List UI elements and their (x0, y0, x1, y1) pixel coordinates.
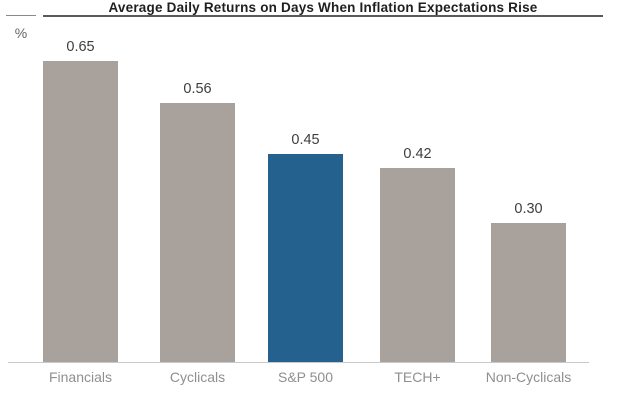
category-label-non-cyclicals: Non-Cyclicals (485, 369, 572, 385)
x-axis-baseline (8, 362, 589, 363)
bar-tech (380, 168, 455, 362)
bar-cyclicals (160, 103, 235, 362)
percent-tick-rule (6, 15, 36, 16)
value-label-tech: 0.42 (403, 146, 432, 162)
category-label-tech: TECH+ (394, 369, 441, 385)
bar-s-p-500 (268, 154, 343, 362)
category-label-financials: Financials (48, 369, 113, 385)
value-label-cyclicals: 0.56 (183, 81, 212, 97)
value-label-s-p-500: 0.45 (291, 132, 320, 148)
title-rule (43, 15, 603, 17)
value-label-financials: 0.65 (66, 39, 95, 55)
bar-financials (43, 61, 118, 362)
percent-axis-label: % (14, 25, 28, 41)
chart-title: Average Daily Returns on Days When Infla… (108, 0, 538, 15)
category-label-cyclicals: Cyclicals (169, 369, 226, 385)
bar-non-cyclicals (491, 223, 566, 362)
category-label-s-p-500: S&P 500 (277, 369, 334, 385)
value-label-non-cyclicals: 0.30 (514, 201, 543, 217)
